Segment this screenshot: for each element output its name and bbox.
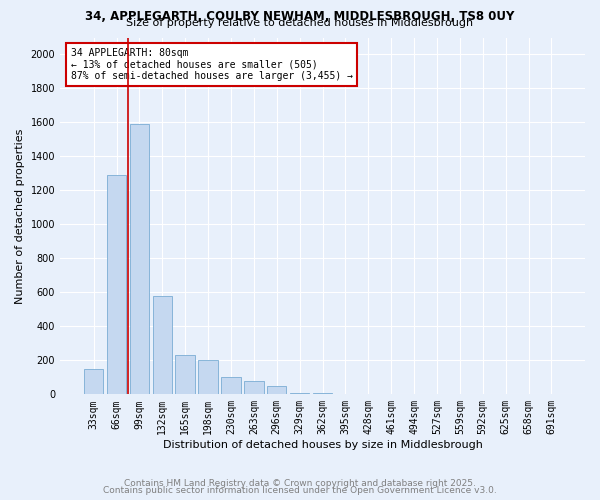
Bar bbox=[130, 124, 149, 394]
Bar bbox=[244, 380, 263, 394]
Y-axis label: Number of detached properties: Number of detached properties bbox=[15, 128, 25, 304]
Bar bbox=[267, 386, 286, 394]
Text: Contains public sector information licensed under the Open Government Licence v3: Contains public sector information licen… bbox=[103, 486, 497, 495]
Text: 34, APPLEGARTH, COULBY NEWHAM, MIDDLESBROUGH, TS8 0UY: 34, APPLEGARTH, COULBY NEWHAM, MIDDLESBR… bbox=[85, 10, 515, 23]
Text: Contains HM Land Registry data © Crown copyright and database right 2025.: Contains HM Land Registry data © Crown c… bbox=[124, 478, 476, 488]
Bar bbox=[152, 296, 172, 394]
Text: 34 APPLEGARTH: 80sqm
← 13% of detached houses are smaller (505)
87% of semi-deta: 34 APPLEGARTH: 80sqm ← 13% of detached h… bbox=[71, 48, 353, 82]
Bar bbox=[199, 360, 218, 394]
Bar bbox=[221, 378, 241, 394]
Bar bbox=[175, 356, 195, 395]
Bar bbox=[290, 392, 310, 394]
X-axis label: Distribution of detached houses by size in Middlesbrough: Distribution of detached houses by size … bbox=[163, 440, 482, 450]
Text: Size of property relative to detached houses in Middlesbrough: Size of property relative to detached ho… bbox=[127, 18, 473, 28]
Bar bbox=[107, 175, 126, 394]
Bar bbox=[84, 369, 103, 394]
